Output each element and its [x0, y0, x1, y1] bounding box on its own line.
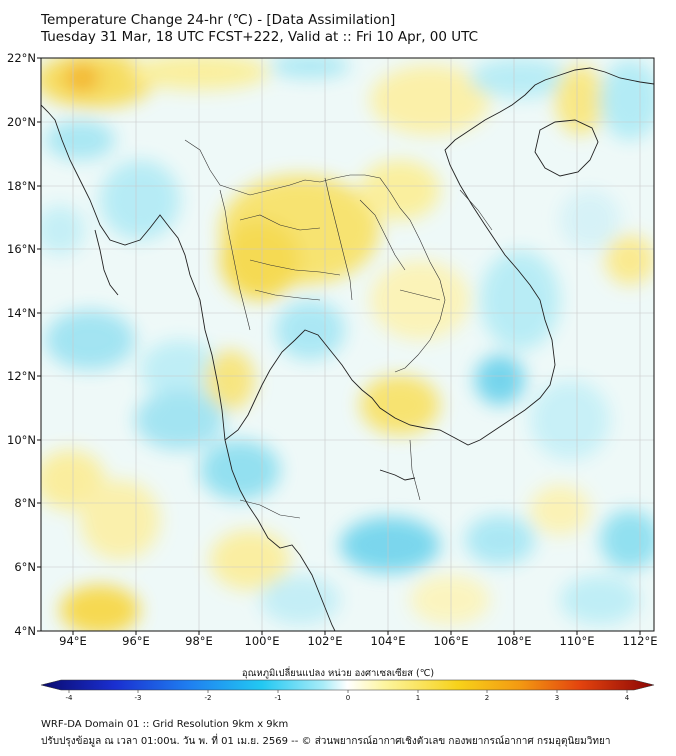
- lat-tick-18: 18°N: [7, 179, 36, 193]
- colorbar-tick: 2: [485, 694, 489, 702]
- borders: [184, 139, 493, 519]
- lon-tick-110: 110°E: [560, 634, 595, 648]
- lat-tick-4: 4°N: [14, 624, 36, 638]
- plot-frame: [40, 57, 655, 632]
- lon-tick-106: 106°E: [434, 634, 469, 648]
- lon-tick-98: 98°E: [185, 634, 213, 648]
- axis-ticks: [37, 57, 641, 635]
- lat-tick-22: 22°N: [7, 51, 36, 65]
- lon-tick-108: 108°E: [497, 634, 532, 648]
- footer-credit: ปรับปรุงข้อมูล ณ เวลา 01:00น. วัน พ. ที่…: [41, 736, 611, 747]
- colorbar-label: อุณหภูมิเปลี่ยนแปลง หน่วย องศาเซลเซียส (…: [241, 668, 435, 679]
- colorbar-tick: 3: [555, 694, 559, 702]
- coastlines: [41, 67, 654, 631]
- colorbar-tick: 0: [346, 694, 350, 702]
- lat-tick-20: 20°N: [7, 115, 36, 129]
- lon-tick-100: 100°E: [245, 634, 280, 648]
- map-title: Temperature Change 24-hr (℃) - [Data Ass…: [41, 12, 478, 46]
- lat-tick-12: 12°N: [7, 369, 36, 383]
- lat-tick-8: 8°N: [14, 496, 36, 510]
- lon-tick-112: 112°E: [623, 634, 658, 648]
- colorbar-scale: [40, 679, 655, 691]
- lat-tick-14: 14°N: [7, 306, 36, 320]
- title-line-1: Temperature Change 24-hr (℃) - [Data Ass…: [41, 12, 396, 28]
- colorbar-tick: 4: [625, 694, 630, 702]
- colorbar-tick: -4: [66, 694, 74, 702]
- lon-tick-104: 104°E: [371, 634, 406, 648]
- lat-tick-16: 16°N: [7, 242, 36, 256]
- colorbar-tick: -2: [205, 694, 212, 702]
- colorbar-tick: -1: [275, 694, 282, 702]
- lon-tick-102: 102°E: [308, 634, 343, 648]
- lat-tick-6: 6°N: [14, 560, 36, 574]
- lon-tick-96: 96°E: [122, 634, 150, 648]
- colorbar-tick: 1: [416, 694, 420, 702]
- lon-tick-94: 94°E: [59, 634, 87, 648]
- title-line-2: Tuesday 31 Mar, 18 UTC FCST+222, Valid a…: [41, 29, 479, 45]
- lon-tick-labels: 94°E 96°E 98°E 100°E 102°E 104°E 106°E 1…: [59, 634, 657, 648]
- lat-tick-labels: 22°N 20°N 18°N 16°N 14°N 12°N 10°N 8°N 6…: [7, 51, 36, 638]
- lat-tick-10: 10°N: [7, 433, 36, 447]
- colorbar-tick: -3: [135, 694, 142, 702]
- gridlines: [41, 58, 654, 631]
- footer-model-info: WRF-DA Domain 01 :: Grid Resolution 9km …: [41, 719, 289, 730]
- colorbar: -4 -3 -2 -1 0 1 2 3 4: [40, 679, 655, 702]
- temperature-field: [41, 58, 654, 631]
